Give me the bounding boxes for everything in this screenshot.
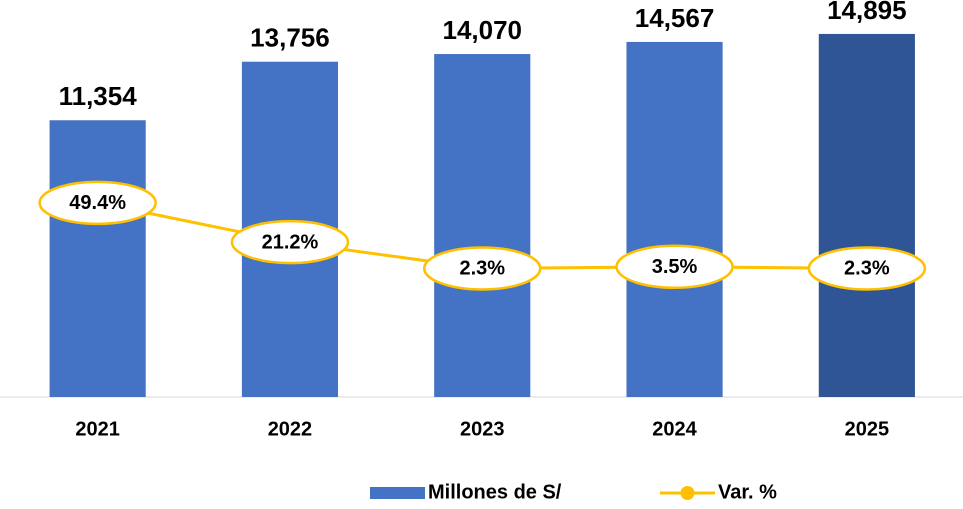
bar-value-label: 14,895 — [827, 0, 907, 25]
x-tick-label: 2022 — [268, 418, 313, 440]
line-value-label: 21.2% — [262, 231, 319, 253]
bar-value-label: 14,070 — [442, 15, 522, 45]
legend-swatch — [370, 487, 425, 499]
line-value-label: 3.5% — [652, 256, 698, 278]
x-tick-label: 2021 — [75, 418, 120, 440]
bar-value-label: 13,756 — [250, 23, 330, 53]
legend-label: Millones de S/ — [428, 481, 562, 503]
x-tick-label: 2024 — [652, 418, 697, 440]
line-point-label-bubble — [230, 219, 350, 265]
line-point-label-bubble — [615, 244, 734, 290]
x-tick-label: 2025 — [845, 418, 890, 440]
bar — [49, 120, 146, 397]
legend-label: Var. % — [718, 481, 777, 503]
line-value-label: 2.3% — [459, 258, 505, 280]
line-value-label: 49.4% — [69, 192, 126, 214]
bar-value-label: 14,567 — [635, 3, 715, 33]
line-point-label-bubble — [38, 180, 157, 226]
line-point-label-bubble — [423, 246, 542, 291]
bar — [626, 41, 723, 397]
legend-marker — [680, 486, 695, 500]
line-value-label: 2.3% — [844, 258, 890, 280]
x-tick-label: 2023 — [460, 418, 505, 440]
bar — [434, 54, 531, 397]
bar-value-label: 11,354 — [59, 81, 138, 111]
bar — [818, 33, 915, 397]
line-point-label-bubble — [807, 246, 927, 291]
